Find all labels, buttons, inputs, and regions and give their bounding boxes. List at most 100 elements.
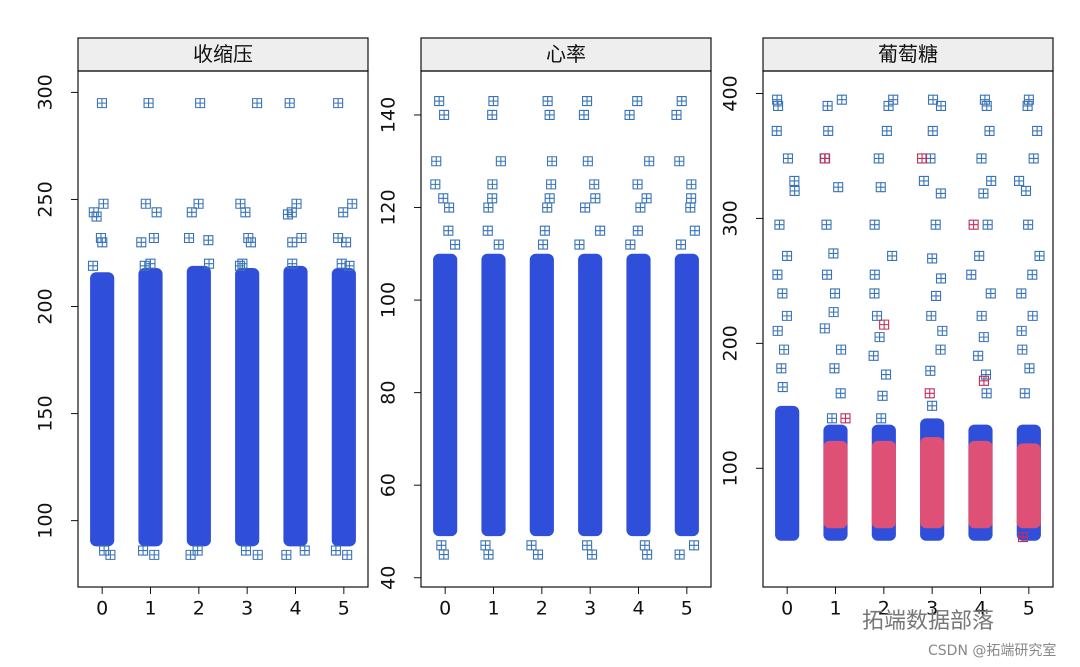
point: [876, 413, 887, 424]
point: [982, 219, 993, 230]
panel-title: 葡萄糖: [878, 42, 938, 66]
point: [526, 540, 537, 551]
x-tick-label: 2: [193, 598, 205, 620]
point: [1024, 363, 1035, 374]
point: [240, 207, 251, 218]
point: [430, 179, 441, 190]
point: [973, 350, 984, 361]
y-tick-label: 200: [720, 325, 742, 361]
point: [641, 193, 652, 204]
point: [595, 225, 606, 236]
point: [1016, 288, 1027, 299]
point: [869, 219, 880, 230]
point: [296, 232, 307, 244]
point: [145, 258, 156, 269]
point: [537, 239, 549, 250]
point: [981, 100, 992, 112]
panel: 心率 40 60 80 100 120 140 0 1 2 3 4 5: [378, 37, 712, 620]
point: [330, 545, 341, 556]
point: [639, 540, 650, 551]
dense-band: [186, 265, 211, 547]
y-tick-label: 60: [378, 473, 400, 497]
point: [828, 248, 839, 259]
point: [918, 175, 929, 186]
y-tick-label: 300: [720, 200, 742, 236]
x-tick-label: 2: [878, 598, 890, 620]
point: [183, 232, 195, 244]
x-tick-label: 0: [96, 598, 108, 620]
point: [589, 179, 600, 190]
x-tick-label: 4: [974, 598, 986, 620]
point: [781, 250, 793, 261]
point: [937, 325, 948, 336]
point: [443, 225, 454, 236]
point: [869, 288, 880, 299]
y-tick-label: 250: [35, 181, 57, 217]
y-tick-label: 400: [720, 75, 742, 111]
point: [582, 540, 593, 551]
dense-band: [138, 267, 163, 547]
point: [836, 344, 847, 355]
point: [1027, 269, 1038, 280]
x-tick-label: 5: [681, 598, 693, 620]
point: [927, 253, 938, 264]
point: [777, 382, 788, 393]
point: [986, 175, 997, 186]
point: [879, 319, 890, 330]
y-tick-label: 120: [378, 189, 400, 225]
point: [974, 250, 985, 261]
point: [871, 310, 883, 321]
point: [774, 219, 785, 230]
point: [930, 290, 942, 301]
point: [772, 325, 783, 336]
panel-title: 收缩压: [193, 42, 253, 66]
point: [924, 388, 935, 399]
point: [823, 125, 834, 137]
point: [820, 153, 831, 164]
point: [676, 96, 687, 107]
point: [880, 369, 892, 380]
point: [193, 198, 204, 209]
point: [98, 198, 109, 209]
point: [544, 193, 555, 204]
point: [925, 365, 936, 376]
dense-band: [433, 253, 458, 537]
point: [930, 219, 941, 230]
point: [237, 258, 248, 269]
x-tick-label: 0: [781, 598, 793, 620]
dense-band: [823, 440, 848, 529]
x-tick-label: 0: [439, 598, 451, 620]
point: [935, 273, 947, 284]
point: [981, 388, 992, 399]
point: [546, 179, 557, 190]
dense-band: [283, 265, 308, 547]
point: [688, 540, 700, 551]
point: [689, 225, 700, 236]
point: [789, 175, 800, 186]
point: [1032, 125, 1043, 137]
point: [148, 232, 159, 244]
point: [873, 153, 884, 164]
point: [868, 350, 879, 361]
point: [204, 258, 215, 269]
point: [826, 413, 838, 424]
point: [544, 109, 555, 121]
plot-frame: [762, 70, 1054, 588]
point: [926, 310, 937, 321]
point: [487, 193, 498, 204]
point: [539, 225, 550, 236]
y-tick-label: 140: [378, 97, 400, 133]
point: [979, 94, 990, 105]
point: [542, 96, 553, 107]
point: [431, 156, 442, 167]
y-tick-label: 100: [720, 450, 742, 486]
point: [590, 193, 601, 204]
point: [925, 153, 936, 164]
point: [87, 260, 99, 271]
strip-header: [420, 37, 712, 72]
y-tick-label: 300: [35, 74, 57, 110]
point: [487, 109, 498, 121]
x-tick-label: 3: [241, 598, 253, 620]
point: [777, 288, 788, 299]
